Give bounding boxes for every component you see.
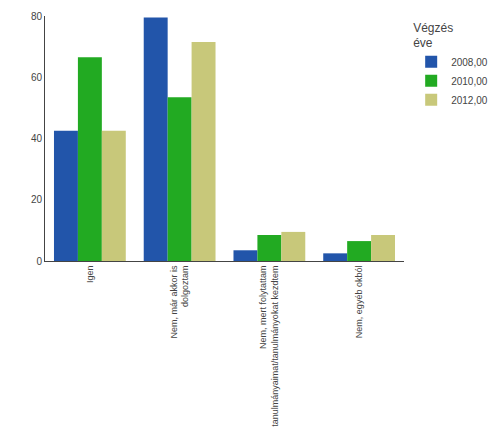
svg-text:2012,00: 2012,00 — [451, 95, 488, 106]
svg-text:Végzéséve: Végzéséve — [413, 21, 453, 51]
svg-text:Nem, egyéb okból: Nem, egyéb okból — [354, 266, 364, 339]
svg-text:20: 20 — [31, 194, 43, 205]
svg-text:60: 60 — [31, 72, 43, 83]
svg-text:80: 80 — [31, 11, 43, 22]
svg-text:Nem, mert folytattamtanulmánya: Nem, mert folytattamtanulmányaimat/tanul… — [258, 266, 280, 427]
svg-text:2008,00: 2008,00 — [451, 57, 488, 68]
svg-text:40: 40 — [31, 133, 43, 144]
svg-text:2010,00: 2010,00 — [451, 76, 488, 87]
svg-text:Nem, már akkor isdolgoztam: Nem, már akkor isdolgoztam — [169, 265, 191, 339]
svg-text:Igen: Igen — [85, 266, 95, 284]
svg-text:0: 0 — [36, 256, 42, 267]
